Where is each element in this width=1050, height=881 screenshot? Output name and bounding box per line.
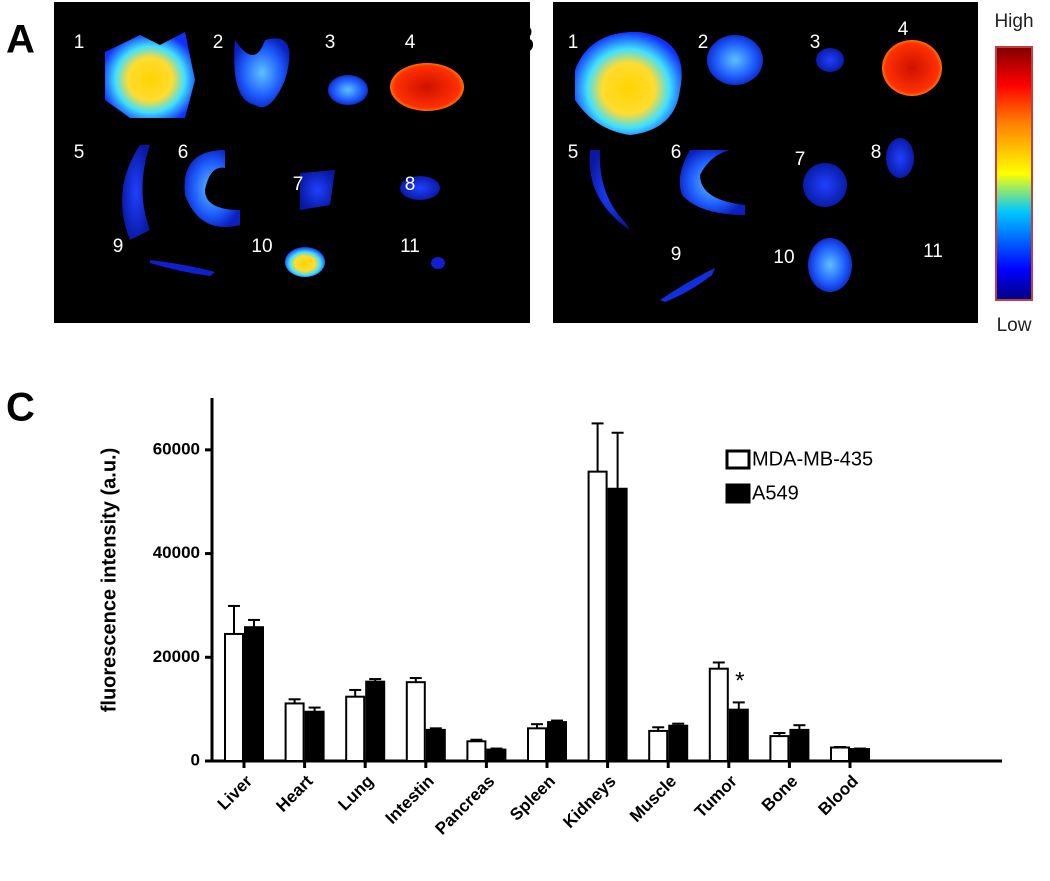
legend-swatch [725,449,751,470]
bar [587,470,608,762]
bar [769,735,790,763]
x-tick-label: Spleen [506,772,559,825]
organ-label: 7 [293,174,304,195]
colorbar-high: High [994,11,1033,32]
y-tick-label: 60000 [153,439,200,458]
organ-label: 11 [923,241,943,262]
organ-label: 1 [568,32,579,53]
bar [708,667,729,762]
organ-label: 11 [400,236,420,257]
bar [365,680,386,762]
y-tick-label: 0 [191,750,200,769]
image-a [54,2,530,323]
x-tick-label: Muscle [626,772,680,826]
bar [668,724,689,762]
y-tick-label: 20000 [153,647,200,666]
organ-label: 9 [671,244,682,265]
organ-label: 4 [405,32,416,53]
x-tick-label: Liver [214,771,256,813]
x-tick-label: Lung [334,772,377,815]
organ-label: 8 [405,174,416,195]
legend-label: A549 [752,482,799,504]
x-tick-label: Bone [758,772,801,815]
bar [466,740,487,763]
bar [527,727,547,763]
organ-label: 4 [898,19,909,40]
bar [224,632,244,763]
x-tick-label: Intestin [382,772,438,828]
bar [648,729,669,762]
organ-label: 2 [213,32,224,53]
bar [405,681,426,762]
bar [486,748,507,763]
bar [830,746,850,763]
bar [304,710,325,763]
organ-label: 10 [773,247,794,268]
bar [284,702,305,763]
x-tick-label: Blood [815,772,862,819]
bar [607,487,628,762]
organ-label: 10 [251,236,272,257]
y-axis-label: fluorescence intensity (a.u.) [98,448,120,713]
bar [728,708,749,763]
colorbar-low: Low [997,315,1032,336]
organ-label: 1 [74,32,85,53]
organ-label: 8 [871,142,882,163]
panel-letter: A [6,18,35,62]
x-tick-label: Heart [272,771,316,815]
organ-label: 3 [325,32,336,53]
image-b [553,2,978,323]
x-tick-label: Pancreas [431,772,498,839]
x-tick-label: Tumor [691,771,741,821]
organ-label: 3 [810,32,821,53]
colorbar [995,46,1033,301]
organ-label: 2 [698,32,709,53]
bar [425,728,446,763]
panel-letter: B [506,18,535,62]
panel-letter: C [6,386,35,430]
bar [547,721,567,762]
bar [789,728,810,763]
y-tick-label: 40000 [153,543,200,562]
legend-swatch [725,483,751,504]
bar [244,626,264,762]
organ-label: 5 [568,142,579,163]
organ-label: 7 [795,149,806,170]
organ-label: 6 [671,142,682,163]
bar [850,748,870,763]
legend-label: MDA-MB-435 [752,448,873,470]
organ-label: 5 [74,142,85,163]
organ-label: 9 [113,236,124,257]
annotation: * [735,668,744,695]
x-tick-label: Kidneys [559,772,619,832]
organ-label: 6 [178,142,189,163]
bar [345,695,366,762]
